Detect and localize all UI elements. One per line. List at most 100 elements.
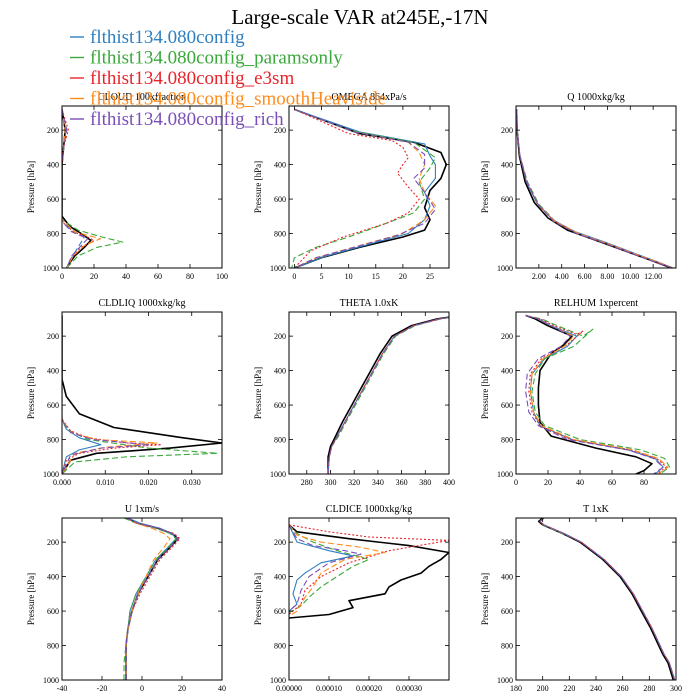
series-line-3 [289, 524, 449, 615]
plot-frame [515, 517, 677, 681]
panel-cldliq: CLDLIQ 1000xkg/kg 0.000 0.010 0.020 0.030 200… [26, 298, 223, 487]
panel-title: U 1xm/s [125, 504, 159, 515]
x-tick-label: 10 [345, 272, 353, 281]
y-tick-label: 800 [274, 436, 286, 445]
y-axis-label: Pressure [hPa] [480, 573, 490, 625]
y-tick-label: 400 [274, 573, 286, 582]
legend-item: flthist134.080config [70, 27, 245, 48]
y-tick-label: 800 [47, 642, 59, 651]
panel-u: U 1xm/s -40 -20 0 20 40 200 400 600 800 1000 Pressu… [26, 504, 226, 693]
y-tick-label: 800 [501, 642, 513, 651]
y-axis-label: Pressure [hPa] [253, 367, 263, 419]
y-tick-label: 200 [47, 538, 59, 547]
legend-label: flthist134.080config_smoothHeaviside [90, 89, 386, 110]
series-line-2 [123, 518, 177, 680]
x-tick-label: 0.020 [139, 478, 157, 487]
series-line-1 [525, 314, 664, 474]
series-line-2 [291, 108, 436, 268]
series-line-5 [62, 109, 89, 268]
y-axis-label: Pressure [hPa] [253, 573, 263, 625]
series-line-5 [516, 109, 673, 268]
y-tick-label: 200 [47, 126, 59, 135]
series-line-5 [289, 524, 362, 612]
y-tick-label: 800 [47, 436, 59, 445]
series-line-2 [539, 518, 676, 680]
series-group [291, 108, 448, 268]
series-line-2 [62, 109, 124, 268]
series-line-2 [62, 315, 219, 474]
x-tick-label: 240 [590, 684, 602, 693]
x-tick-label: 10.00 [621, 272, 639, 281]
y-tick-label: 1000 [43, 470, 59, 479]
x-tick-label: 60 [154, 272, 162, 281]
legend-label: flthist134.080config_paramsonly [90, 48, 343, 69]
series-line-4 [525, 314, 669, 474]
series-group [516, 109, 674, 268]
series-line-2 [525, 314, 671, 474]
y-tick-label: 200 [274, 126, 286, 135]
x-tick-label: 12.00 [644, 272, 662, 281]
series-line-1 [289, 524, 354, 612]
series-line-0 [289, 524, 449, 619]
y-tick-label: 800 [47, 230, 59, 239]
y-tick-label: 1000 [497, 676, 513, 685]
plot-frame [61, 105, 223, 269]
y-axis-label: Pressure [hPa] [26, 161, 36, 213]
x-tick-label: 8.00 [600, 272, 614, 281]
series-line-0 [516, 109, 672, 268]
series-line-3 [516, 109, 673, 268]
x-tick-label: 40 [576, 478, 584, 487]
y-tick-label: 400 [47, 367, 59, 376]
series-line-5 [294, 108, 436, 268]
y-tick-label: 1000 [497, 470, 513, 479]
y-tick-label: 600 [47, 195, 59, 204]
series-group [62, 109, 124, 268]
y-tick-label: 400 [501, 573, 513, 582]
panel-title: OMEGA 864xPa/s [331, 92, 406, 103]
series-line-1 [516, 109, 673, 268]
series-line-0 [525, 314, 653, 474]
panel-title: CLDLIQ 1000xkg/kg [99, 298, 186, 309]
panel-title: CLOUD 100xfraction [98, 92, 186, 103]
x-tick-label: 0.00030 [396, 684, 422, 693]
x-tick-label: 15 [372, 272, 380, 281]
x-tick-label: 0 [140, 684, 144, 693]
panel-q: Q 1000xkg/kg 2.00 4.00 6.00 8.00 10.00 12.00 20… [480, 92, 677, 281]
y-tick-label: 1000 [43, 676, 59, 685]
x-tick-label: 200 [537, 684, 549, 693]
plot-frame [515, 311, 677, 475]
y-tick-label: 800 [274, 642, 286, 651]
x-tick-label: 0 [514, 478, 518, 487]
y-axis-label: Pressure [hPa] [26, 573, 36, 625]
y-tick-label: 1000 [270, 676, 286, 685]
legend-label: flthist134.080config [90, 27, 245, 48]
series-line-5 [125, 518, 179, 680]
y-tick-label: 200 [274, 332, 286, 341]
y-tick-label: 600 [274, 607, 286, 616]
y-tick-label: 400 [501, 161, 513, 170]
legend-item: flthist134.080config_smoothHeaviside [70, 89, 386, 110]
x-tick-label: 80 [186, 272, 194, 281]
legend: flthist134.080configflthist134.080config… [70, 27, 386, 130]
y-tick-label: 1000 [43, 264, 59, 273]
series-group [525, 314, 671, 474]
series-line-1 [62, 315, 102, 474]
y-tick-label: 600 [501, 401, 513, 410]
series-line-1 [125, 518, 177, 680]
y-tick-label: 600 [47, 607, 59, 616]
legend-label: flthist134.080config_rich [90, 109, 284, 130]
y-tick-label: 400 [501, 367, 513, 376]
panel-title: THETA 1.0xK [340, 298, 399, 309]
x-tick-label: 360 [396, 478, 408, 487]
y-tick-label: 600 [501, 607, 513, 616]
x-tick-label: 2.00 [532, 272, 546, 281]
legend-item: flthist134.080config_paramsonly [70, 48, 343, 69]
panel-relhum: RELHUM 1xpercent 0 20 40 60 80 200 400 600 800 100… [480, 298, 677, 487]
series-line-5 [539, 518, 676, 680]
x-tick-label: 40 [122, 272, 130, 281]
series-line-3 [62, 109, 95, 268]
x-tick-label: 80 [640, 478, 648, 487]
panel-title: Q 1000xkg/kg [567, 92, 625, 103]
x-tick-label: 100 [216, 272, 228, 281]
